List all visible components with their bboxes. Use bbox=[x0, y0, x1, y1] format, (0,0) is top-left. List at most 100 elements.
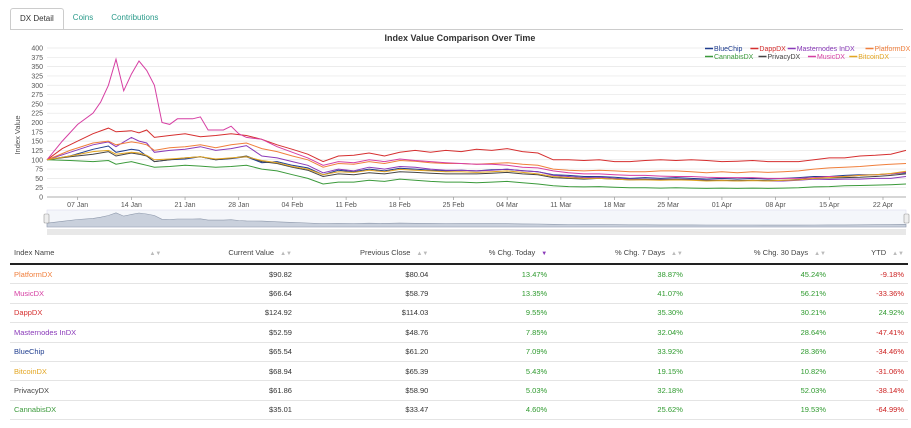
current-value-cell: $68.94 bbox=[168, 361, 296, 382]
ytd-cell: -34.46% bbox=[830, 342, 908, 362]
y-tick-label: 250 bbox=[31, 101, 43, 108]
y-tick-label: 25 bbox=[35, 185, 43, 192]
x-tick-label: 01 Apr bbox=[712, 202, 733, 209]
y-tick-label: 100 bbox=[31, 157, 43, 164]
previous-close-cell: $58.90 bbox=[295, 380, 433, 401]
chg-30-days-cell: 28.64% bbox=[686, 322, 830, 343]
legend-item[interactable]: BitcoinDX bbox=[858, 54, 889, 61]
legend-item[interactable]: CannabisDX bbox=[714, 54, 754, 61]
legend: BlueChip DappDX Masternodes InDX PlatformDX… bbox=[705, 46, 911, 61]
chart-title: Index Value Comparison Over Time bbox=[385, 33, 536, 43]
chg-7-days-cell: 41.07% bbox=[551, 283, 687, 304]
x-tick-label: 25 Mar bbox=[657, 202, 679, 209]
y-tick-label: 50 bbox=[35, 176, 43, 183]
chg-7-days-cell: 38.87% bbox=[551, 264, 687, 285]
chg-today-cell: 13.35% bbox=[432, 283, 552, 304]
chg-7-days-cell: 35.30% bbox=[551, 303, 687, 324]
tab-coins[interactable]: Coins bbox=[72, 13, 94, 22]
chg-today-cell: 13.47% bbox=[432, 264, 552, 285]
series-line-musicdx[interactable] bbox=[46, 57, 907, 179]
col-index-name[interactable]: Index Name ▲▼ bbox=[10, 241, 168, 265]
chg-30-days-cell: 45.24% bbox=[686, 264, 830, 285]
tab-divider bbox=[10, 29, 903, 30]
y-tick-label: 300 bbox=[31, 83, 43, 90]
table-row[interactable]: DappDX $124.92 $114.03 9.55% 35.30% 30.21% 24.… bbox=[10, 303, 908, 324]
table-row[interactable]: CannabisDX $35.01 $33.47 4.60% 25.62% 19.53% -… bbox=[10, 400, 908, 421]
series-line-cannabisdx[interactable] bbox=[46, 159, 907, 189]
index-name-cell[interactable]: CannabisDX bbox=[10, 400, 168, 421]
legend-item[interactable]: BlueChip bbox=[714, 46, 743, 53]
col-chg-today[interactable]: % Chg. Today ▼ bbox=[432, 241, 552, 265]
navigator-scrollbar[interactable] bbox=[47, 229, 906, 235]
current-value-cell: $52.59 bbox=[168, 322, 296, 343]
ytd-cell: -64.99% bbox=[830, 400, 908, 421]
x-tick-label: 18 Mar bbox=[604, 202, 626, 209]
chg-7-days-cell: 19.15% bbox=[551, 361, 687, 382]
current-value-cell: $65.54 bbox=[168, 342, 296, 362]
col-chg-30-days[interactable]: % Chg. 30 Days ▲▼ bbox=[686, 241, 830, 265]
table-header-row: Index Name ▲▼ Current Value ▲▼ Previous Cl… bbox=[10, 241, 908, 265]
legend-item[interactable]: PrivacyDX bbox=[768, 54, 801, 61]
table-row[interactable]: BitcoinDX $68.94 $65.39 5.43% 19.15% 10.82% -3… bbox=[10, 361, 908, 382]
index-name-cell[interactable]: DappDX bbox=[10, 303, 168, 324]
col-previous-close[interactable]: Previous Close ▲▼ bbox=[295, 241, 433, 265]
y-tick-label: 200 bbox=[31, 120, 43, 127]
y-axis: 0 25 50 75 100 125 150 175 200 225 250 275 300 325 350… bbox=[31, 46, 43, 202]
x-tick-label: 25 Feb bbox=[443, 202, 465, 209]
chg-30-days-cell: 56.21% bbox=[686, 283, 830, 304]
x-tick-label: 11 Mar bbox=[550, 202, 572, 209]
previous-close-cell: $65.39 bbox=[295, 361, 433, 382]
y-tick-label: 150 bbox=[31, 139, 43, 146]
tab-dx-detail[interactable]: DX Detail bbox=[10, 8, 64, 30]
series-line-dappdx[interactable] bbox=[46, 127, 907, 163]
previous-close-cell: $33.47 bbox=[295, 400, 433, 421]
index-name-cell[interactable]: PlatformDX bbox=[10, 264, 168, 285]
ytd-cell: -31.06% bbox=[830, 361, 908, 382]
index-name-cell[interactable]: MusicDX bbox=[10, 283, 168, 304]
chg-7-days-cell: 32.04% bbox=[551, 322, 687, 343]
x-tick-label: 21 Jan bbox=[175, 202, 196, 209]
y-tick-label: 225 bbox=[31, 111, 43, 118]
x-tick-label: 08 Apr bbox=[765, 202, 786, 209]
y-tick-label: 400 bbox=[31, 46, 43, 53]
table-row[interactable]: MusicDX $66.64 $58.79 13.35% 41.07% 56.21% -33… bbox=[10, 283, 908, 304]
navigator-handle-left[interactable] bbox=[43, 213, 50, 224]
col-ytd[interactable]: YTD ▲▼ bbox=[830, 241, 908, 265]
index-table: Index Name ▲▼ Current Value ▲▼ Previous Cl… bbox=[10, 241, 908, 421]
table-row[interactable]: BlueChip $65.54 $61.20 7.09% 33.92% 28.36% -34… bbox=[10, 342, 908, 362]
legend-item[interactable]: Masternodes InDX bbox=[797, 46, 855, 53]
ytd-cell: -38.14% bbox=[830, 380, 908, 401]
current-value-cell: $61.86 bbox=[168, 380, 296, 401]
table-row[interactable]: PlatformDX $90.82 $80.04 13.47% 38.87% 45.24%… bbox=[10, 264, 908, 285]
tab-contributions[interactable]: Contributions bbox=[111, 13, 159, 22]
legend-item[interactable]: MusicDX bbox=[817, 54, 845, 61]
range-navigator[interactable] bbox=[43, 209, 910, 235]
index-name-cell[interactable]: BlueChip bbox=[10, 342, 168, 362]
ytd-cell: -47.41% bbox=[830, 322, 908, 343]
col-current-value[interactable]: Current Value ▲▼ bbox=[168, 241, 296, 265]
x-axis: 07 Jan 14 Jan 21 Jan 28 Jan 04 Feb 11 Feb 18 F… bbox=[67, 197, 894, 209]
ytd-cell: -33.36% bbox=[830, 283, 908, 304]
chg-today-cell: 4.60% bbox=[432, 400, 552, 421]
x-tick-label: 15 Apr bbox=[819, 202, 840, 209]
legend-item[interactable]: DappDX bbox=[759, 46, 786, 53]
ytd-cell: -9.18% bbox=[830, 264, 908, 285]
chg-30-days-cell: 19.53% bbox=[686, 400, 830, 421]
y-axis-label: Index Value bbox=[13, 115, 22, 154]
index-name-cell[interactable]: PrivacyDX bbox=[10, 380, 168, 401]
col-chg-7-days[interactable]: % Chg. 7 Days ▲▼ bbox=[551, 241, 687, 265]
y-tick-label: 325 bbox=[31, 73, 43, 80]
table-row[interactable]: PrivacyDX $61.86 $58.90 5.03% 32.18% 52.03% -3… bbox=[10, 380, 908, 401]
x-tick-label: 18 Feb bbox=[389, 202, 411, 209]
y-tick-label: 125 bbox=[31, 148, 43, 155]
legend-item[interactable]: PlatformDX bbox=[875, 46, 911, 53]
series-line-platformdx[interactable] bbox=[46, 140, 907, 174]
table-row[interactable]: Masternodes InDX $52.59 $48.76 7.85% 32.04% 2… bbox=[10, 322, 908, 343]
chg-today-cell: 9.55% bbox=[432, 303, 552, 324]
navigator-handle-right[interactable] bbox=[903, 213, 910, 224]
index-name-cell[interactable]: BitcoinDX bbox=[10, 361, 168, 382]
series-line-bitcoindx[interactable] bbox=[46, 149, 907, 182]
y-tick-label: 75 bbox=[35, 167, 43, 174]
x-tick-label: 07 Jan bbox=[67, 202, 88, 209]
index-name-cell[interactable]: Masternodes InDX bbox=[10, 322, 168, 343]
